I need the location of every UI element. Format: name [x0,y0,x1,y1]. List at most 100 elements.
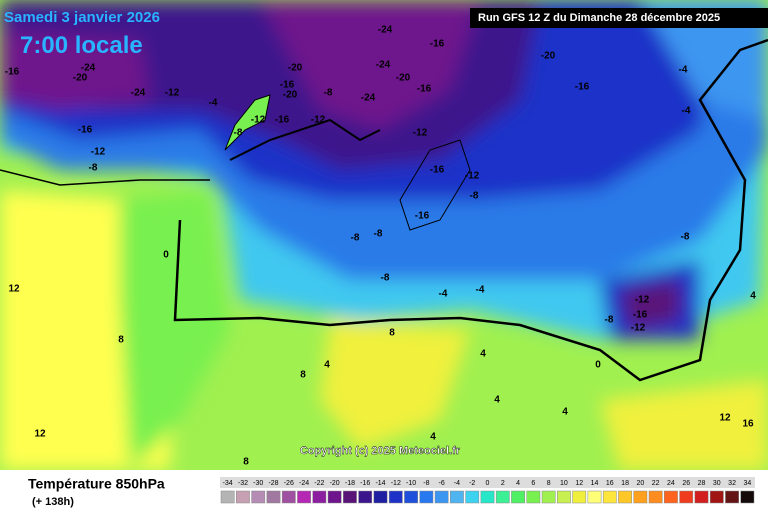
isotherm-label: -8 [89,163,98,174]
legend-value: 12 [575,480,583,487]
isotherm-label: 12 [8,284,20,295]
isotherm-label: 12 [34,429,46,440]
isotherm-label: -16 [78,125,93,136]
legend-value: -16 [360,480,370,487]
isotherm-label: -16 [430,165,445,176]
isotherm-label: 12 [719,413,731,424]
legend-value: -26 [284,480,294,487]
legend-value: -18 [345,480,355,487]
isotherm-label: -20 [541,51,556,62]
legend-value: -34 [223,480,233,487]
isotherm-label: 8 [243,457,249,468]
legend-value: 18 [621,480,629,487]
legend-value: 34 [743,480,751,487]
isotherm-label: 0 [595,360,601,371]
isotherm-label: -8 [605,315,614,326]
isotherm-label: 4 [430,432,436,443]
legend-value: 0 [486,480,490,487]
isotherm-label: 8 [389,328,395,339]
isotherm-label: -12 [251,115,266,126]
legend-value: 26 [682,480,690,487]
legend-value: 20 [636,480,644,487]
isotherm-label: 4 [562,407,568,418]
isotherm-label: -20 [283,90,298,101]
legend-swatch [725,490,739,504]
legend-swatch [511,490,525,504]
isotherm-label: -24 [376,60,391,71]
legend-swatch [648,490,663,504]
legend-swatch [526,490,541,504]
legend-value: -28 [268,480,278,487]
isotherm-label: -16 [415,211,430,222]
legend-swatch [694,490,709,504]
isotherm-label: -12 [311,115,326,126]
isotherm-label: -24 [361,93,376,104]
legend-swatch [495,490,510,504]
legend-value: -24 [299,480,309,487]
legend-value: -32 [238,480,248,487]
legend-swatch [618,490,632,504]
legend-swatch [434,490,449,504]
legend-swatch [587,490,602,504]
run-info: Run GFS 12 Z du Dimanche 28 décembre 202… [478,12,720,24]
isotherm-label: 0 [163,250,169,261]
isotherm-label: -8 [234,128,243,139]
forecast-time: 7:00 locale [20,32,143,59]
isotherm-label: -12 [91,147,106,158]
isotherm-label: -12 [635,295,650,306]
legend-swatch [450,490,464,504]
legend-value: 28 [698,480,706,487]
legend-swatch [373,490,388,504]
legend-swatch [404,490,418,504]
legend-value: -4 [454,480,460,487]
legend-swatch [602,490,617,504]
temperature-field [0,0,768,470]
legend-swatch [709,490,724,504]
legend-swatch [541,490,556,504]
legend-value: 6 [531,480,535,487]
isotherm-label: -16 [430,39,445,50]
legend-value: -8 [423,480,429,487]
isotherm-label: -24 [131,88,146,99]
isotherm-label: -24 [81,63,96,74]
legend-value: 30 [713,480,721,487]
legend-swatch [312,490,327,504]
isotherm-label: 4 [324,360,330,371]
isotherm-label: -20 [288,63,303,74]
isotherm-label: -8 [351,233,360,244]
isotherm-label: 4 [480,349,486,360]
legend-swatch [251,490,266,504]
legend-swatch [557,490,571,504]
legend-value: -22 [314,480,324,487]
legend-swatch [266,490,281,504]
isotherm-label: -4 [476,285,485,296]
legend-value: -30 [253,480,263,487]
isotherm-label: -4 [682,106,691,117]
isotherm-label: 16 [742,419,754,430]
isotherm-label: 4 [494,395,500,406]
legend-swatch [297,490,311,504]
legend-value: -12 [391,480,401,487]
legend-value: 32 [728,480,736,487]
isotherm-label: -12 [465,171,480,182]
legend-swatch [281,490,296,504]
legend-swatch [343,490,357,504]
legend-swatch [327,490,342,504]
legend-value: -10 [406,480,416,487]
forecast-date: Samedi 3 janvier 2026 [4,9,160,26]
isotherm-label: -16 [633,310,648,321]
legend-subtitle: (+ 138h) [32,496,74,508]
isotherm-label: -8 [374,229,383,240]
isotherm-label: -12 [631,323,646,334]
legend-value: -2 [469,480,475,487]
isotherm-label: -16 [417,84,432,95]
isotherm-label: -8 [381,273,390,284]
legend-swatch [419,490,434,504]
isotherm-label: -20 [73,73,88,84]
isotherm-label: -16 [5,67,20,78]
legend-swatch [236,490,250,504]
isotherm-label: 8 [300,370,306,381]
legend-swatch [664,490,678,504]
isotherm-label: -4 [439,289,448,300]
isotherm-label: -4 [209,98,218,109]
